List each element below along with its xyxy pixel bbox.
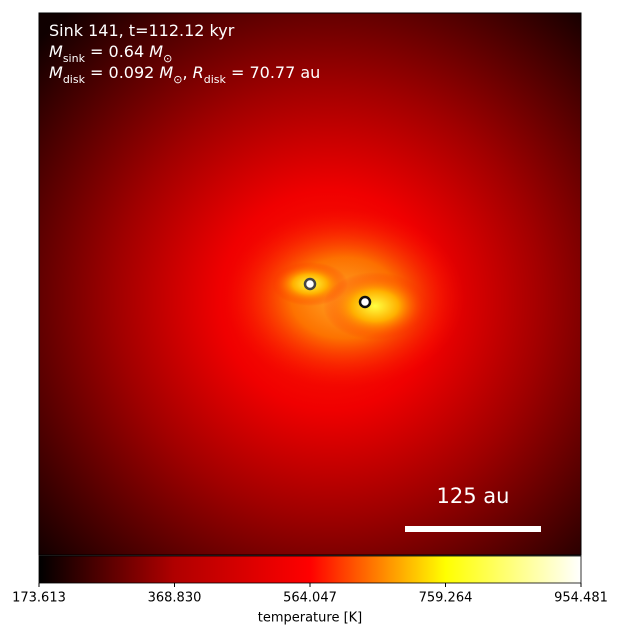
colorbar-label: temperature [K] bbox=[258, 611, 363, 626]
annotation-part: Sink 141, t=112.12 kyr bbox=[49, 21, 235, 40]
annotation-line: Mdisk = 0.092 M⊙, Rdisk = 70.77 au bbox=[49, 63, 320, 86]
annotation-line: Sink 141, t=112.12 kyr bbox=[49, 21, 235, 40]
colorbar bbox=[38, 555, 582, 584]
annotation-part: = 0.092 bbox=[85, 63, 159, 82]
colorbar-tick-label: 759.264 bbox=[419, 591, 473, 606]
colorbar-tick-label: 564.047 bbox=[283, 591, 337, 606]
temperature-map bbox=[39, 13, 581, 555]
annotation-line: Msink = 0.64 M⊙ bbox=[49, 42, 172, 65]
annotation-part: , bbox=[182, 63, 192, 82]
annotation-part: disk bbox=[63, 73, 86, 86]
colorbar-tick-label: 954.481 bbox=[554, 591, 608, 606]
annotation-part: disk bbox=[204, 73, 227, 86]
annotation-part: ⊙ bbox=[163, 52, 172, 65]
sink bbox=[303, 277, 317, 291]
sink bbox=[358, 295, 372, 309]
scalebar bbox=[405, 526, 541, 532]
scalebar-label: 125 au bbox=[437, 484, 510, 508]
annotation-part: M bbox=[149, 42, 163, 61]
annotation-part: ⊙ bbox=[173, 73, 182, 86]
annotation-part: = 70.77 au bbox=[226, 63, 320, 82]
colorbar-tick-label: 173.613 bbox=[12, 591, 66, 606]
annotation-part: M bbox=[159, 63, 173, 82]
annotation-part: R bbox=[193, 63, 204, 82]
plot-frame bbox=[38, 12, 582, 556]
annotation-part: M bbox=[49, 63, 63, 82]
annotation-part: M bbox=[49, 42, 63, 61]
annotation-part: = 0.64 bbox=[85, 42, 149, 61]
annotation-part: sink bbox=[63, 52, 86, 65]
colorbar-tick-label: 368.830 bbox=[148, 591, 202, 606]
